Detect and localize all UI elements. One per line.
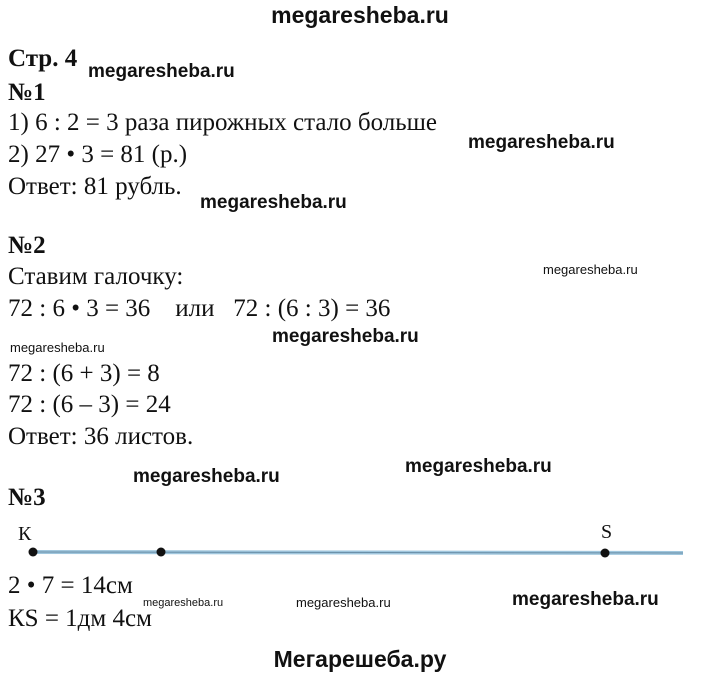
text-line: 72 : 6 • 3 = 36 или 72 : (6 : 3) = 36 [8, 295, 391, 322]
watermark: megaresheba.ru [88, 61, 235, 82]
watermark: megaresheba.ru [468, 132, 615, 153]
text-line: 2 • 7 = 14см [8, 572, 133, 599]
number-line-core [29, 551, 684, 554]
text-line: Ответ: 81 рубль. [8, 173, 182, 200]
point-label: S [601, 521, 613, 543]
text-line: 72 : (6 + 3) = 8 [8, 360, 160, 387]
point-label: К [18, 523, 32, 545]
segment-diagram [28, 547, 684, 558]
point [600, 548, 610, 558]
text-line: 2) 27 • 3 = 81 (р.) [8, 141, 188, 168]
text-line: 1) 6 : 2 = 3 раза пирожных стало больше [8, 109, 438, 136]
text-line: Ставим галочку: [8, 263, 184, 290]
watermark: megaresheba.ru [200, 192, 347, 213]
watermark: megaresheba.ru [543, 262, 638, 277]
page-number: Стр. 4 [8, 45, 78, 72]
watermark: megaresheba.ru [512, 589, 659, 610]
watermark: megaresheba.ru [133, 466, 280, 487]
watermark: megaresheba.ru [296, 595, 391, 610]
section-title: №3 [8, 484, 46, 511]
text-line: Ответ: 36 листов. [8, 423, 194, 450]
text-line: КS = 1дм 4см [8, 605, 152, 632]
watermark: megaresheba.ru [143, 597, 224, 609]
point [28, 547, 38, 557]
text-line: 72 : (6 – 3) = 24 [8, 391, 171, 418]
section-title: №2 [8, 232, 46, 259]
watermark: megaresheba.ru [272, 326, 419, 347]
site-header: megaresheba.ru [271, 2, 449, 28]
section-title: №1 [8, 79, 46, 106]
point [156, 547, 166, 557]
footer: Мегарешеба.ру [273, 646, 447, 672]
watermark: megaresheba.ru [10, 340, 105, 355]
watermark: megaresheba.ru [405, 456, 552, 477]
